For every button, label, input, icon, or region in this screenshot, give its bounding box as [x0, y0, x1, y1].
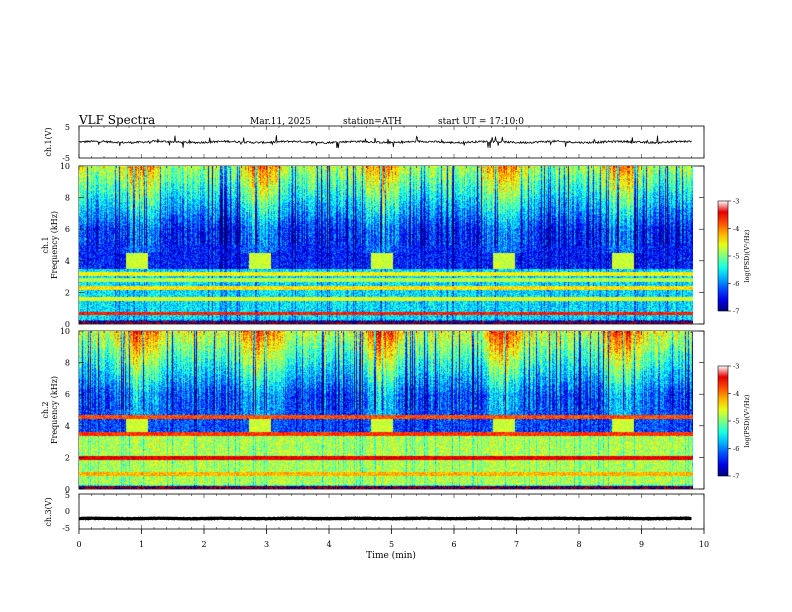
colorbar-tick-label: -5: [733, 418, 739, 426]
x-tick-label: 10: [699, 540, 709, 549]
y-tick-label: 8: [65, 194, 70, 203]
colorbar-tick-label: -6: [733, 280, 739, 288]
y-tick-label: 10: [60, 327, 70, 336]
x-tick-label: 8: [576, 540, 581, 549]
chart-title: VLF Spectra: [78, 113, 155, 127]
y-tick-label: 2: [65, 453, 70, 462]
x-tick-label: 2: [201, 540, 206, 549]
colorbar-tick-label: -3: [733, 198, 739, 206]
date-label: Mar.11, 2025: [250, 117, 311, 127]
ch1-ytick-top: 5: [65, 123, 70, 132]
x-tick-label: 5: [389, 540, 394, 549]
colorbar-ch2: -3 -4 -5 -6 -7 log(PSD)(V²/Hz): [717, 363, 751, 481]
ch1-spectrogram-channel-label: ch.1: [41, 236, 50, 253]
ch1-spectrogram-panel: 0 2 4 6 8 10 ch.1 Frequency (kHz): [41, 162, 705, 329]
x-tick-label: 3: [264, 540, 269, 549]
x-tick-label: 9: [639, 540, 644, 549]
y-tick-label: 6: [65, 225, 70, 234]
ch3-ytick-bottom: -5: [62, 524, 70, 533]
y-tick-label: 0: [65, 320, 70, 329]
colorbar-ch2-gradient: [718, 366, 728, 476]
x-tick-label: 0: [76, 540, 81, 549]
y-tick-label: 4: [65, 257, 70, 266]
x-axis-label: Time (min): [366, 550, 416, 561]
ch3-waveform-panel: 5 0 -5 ch.3(V): [44, 491, 705, 533]
colorbar-tick-label: -3: [733, 363, 739, 371]
colorbar-ch2-label: log(PSD)(V²/Hz): [743, 394, 751, 447]
ch1-waveform-panel: 5 -5 ch.1(V): [44, 123, 705, 163]
x-tick-label: 7: [514, 540, 519, 549]
ch2-spectrogram-yticks: 0 2 4 6 8 10: [60, 327, 704, 494]
x-tick-label: 4: [326, 540, 331, 549]
ch3-waveform-frame: [78, 493, 705, 530]
y-tick-label: 0: [65, 485, 70, 494]
colorbar-tick-label: -7: [733, 473, 739, 481]
station-label: station=ATH: [343, 117, 402, 127]
ch3-ytick-mid: 0: [65, 507, 70, 516]
y-tick-label: 4: [65, 422, 70, 431]
x-tick-label: 6: [451, 540, 456, 549]
ch1-spectrogram-yticks: 0 2 4 6 8 10: [60, 162, 704, 329]
colorbar-ch1-gradient: [718, 201, 728, 311]
ch3-ylabel: ch.3(V): [44, 497, 53, 526]
ch1-waveform-line: [79, 135, 692, 149]
start-time-label: start UT = 17:10:0: [438, 117, 524, 127]
colorbar-tick-label: -6: [733, 445, 739, 453]
x-tick-label: 1: [139, 540, 144, 549]
colorbar-tick-label: -5: [733, 253, 739, 261]
ch2-spectrogram-channel-label: ch.2: [41, 401, 50, 418]
colorbar-tick-label: -7: [733, 308, 739, 316]
y-tick-label: 6: [65, 390, 70, 399]
ch3-ytick-top: 5: [65, 491, 70, 500]
y-tick-label: 8: [65, 359, 70, 368]
x-axis: 0 1 2 3 4 5 6 7 8 9 10: [76, 126, 709, 549]
y-tick-label: 2: [65, 288, 70, 297]
colorbar-ch1: -3 -4 -5 -6 -7 log(PSD)(V²/Hz): [717, 198, 751, 316]
y-tick-label: 10: [60, 162, 70, 171]
ch3-waveform-line: [78, 516, 692, 521]
colorbar-ch2-ticks: -3 -4 -5 -6 -7: [728, 363, 739, 481]
colorbar-tick-label: -4: [733, 390, 739, 398]
ch1-ylabel: ch.1(V): [44, 127, 53, 156]
ch2-spectrogram-panel: 0 2 4 6 8 10 ch.2 Frequency (kHz): [41, 327, 705, 494]
ch2-spectrogram-image: [79, 331, 693, 489]
ch1-waveform-frame: [78, 125, 705, 159]
ch2-spectrogram-ylabel: Frequency (kHz): [50, 376, 59, 444]
ch1-spectrogram-image: [79, 166, 693, 324]
colorbar-ch1-ticks: -3 -4 -5 -6 -7: [728, 198, 739, 316]
colorbar-tick-label: -4: [733, 225, 739, 233]
colorbar-ch1-label: log(PSD)(V²/Hz): [743, 229, 751, 282]
ch1-spectrogram-ylabel: Frequency (kHz): [50, 211, 59, 279]
ch1-ytick-bottom: -5: [62, 154, 70, 163]
